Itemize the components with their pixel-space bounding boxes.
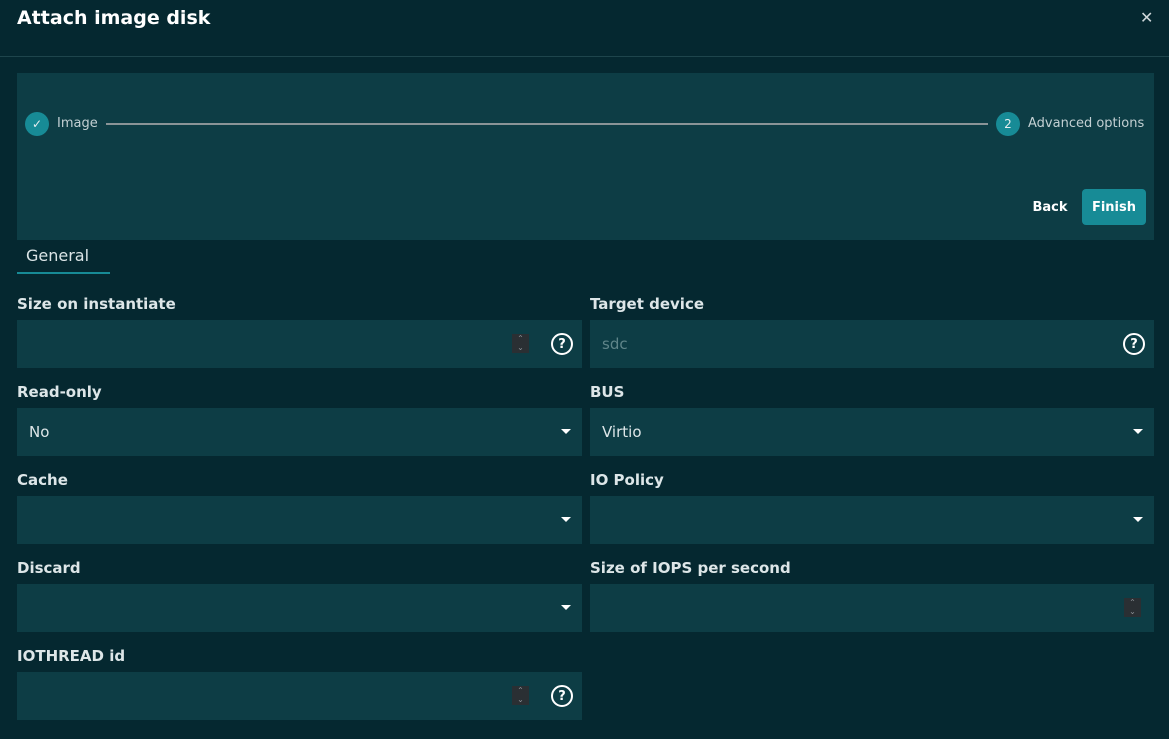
target-placeholder: sdc (602, 335, 628, 353)
size-input[interactable]: ⌃ ⌄ ? (17, 320, 582, 368)
iothread-label: IOTHREAD id (17, 647, 126, 665)
cache-label: Cache (17, 471, 68, 489)
spinner-icon[interactable]: ⌃ ⌄ (512, 686, 529, 705)
step-number: 2 (996, 112, 1020, 136)
step-image[interactable]: Image (57, 116, 98, 131)
size-label: Size on instantiate (17, 295, 176, 313)
io-policy-select[interactable] (590, 496, 1154, 544)
readonly-select[interactable]: No (17, 408, 582, 456)
help-icon[interactable]: ? (551, 685, 573, 707)
tab-general[interactable]: General (17, 246, 110, 274)
readonly-label: Read-only (17, 383, 102, 401)
cache-select[interactable] (17, 496, 582, 544)
stepper: ✓ Image 2 Advanced options Back Finish (17, 73, 1154, 240)
bus-select[interactable]: Virtio (590, 408, 1154, 456)
close-icon[interactable]: ✕ (1140, 8, 1154, 27)
target-label: Target device (590, 295, 705, 313)
chevron-down-icon (1133, 517, 1143, 522)
chevron-down-icon (561, 517, 571, 522)
iops-input[interactable]: ⌃ ⌄ (590, 584, 1154, 632)
iothread-input[interactable]: ⌃ ⌄ ? (17, 672, 582, 720)
help-icon[interactable]: ? (551, 333, 573, 355)
readonly-value: No (29, 423, 50, 441)
help-icon[interactable]: ? (1123, 333, 1145, 355)
finish-button[interactable]: Finish (1082, 189, 1146, 225)
iops-label: Size of IOPS per second (590, 559, 791, 577)
bus-value: Virtio (602, 423, 642, 441)
check-icon: ✓ (25, 112, 49, 136)
chevron-down-icon (1133, 429, 1143, 434)
chevron-down-icon (561, 605, 571, 610)
divider (0, 56, 1169, 57)
io-policy-label: IO Policy (590, 471, 664, 489)
discard-select[interactable] (17, 584, 582, 632)
discard-label: Discard (17, 559, 81, 577)
spinner-icon[interactable]: ⌃ ⌄ (512, 334, 529, 353)
step-connector (106, 123, 988, 125)
chevron-down-icon (561, 429, 571, 434)
bus-label: BUS (590, 383, 625, 401)
spinner-icon[interactable]: ⌃ ⌄ (1124, 598, 1141, 617)
target-device-input[interactable]: sdc ? (590, 320, 1154, 368)
back-button[interactable]: Back (1032, 199, 1068, 215)
step-advanced-options[interactable]: Advanced options (1028, 116, 1145, 131)
dialog-title: Attach image disk (17, 7, 211, 29)
